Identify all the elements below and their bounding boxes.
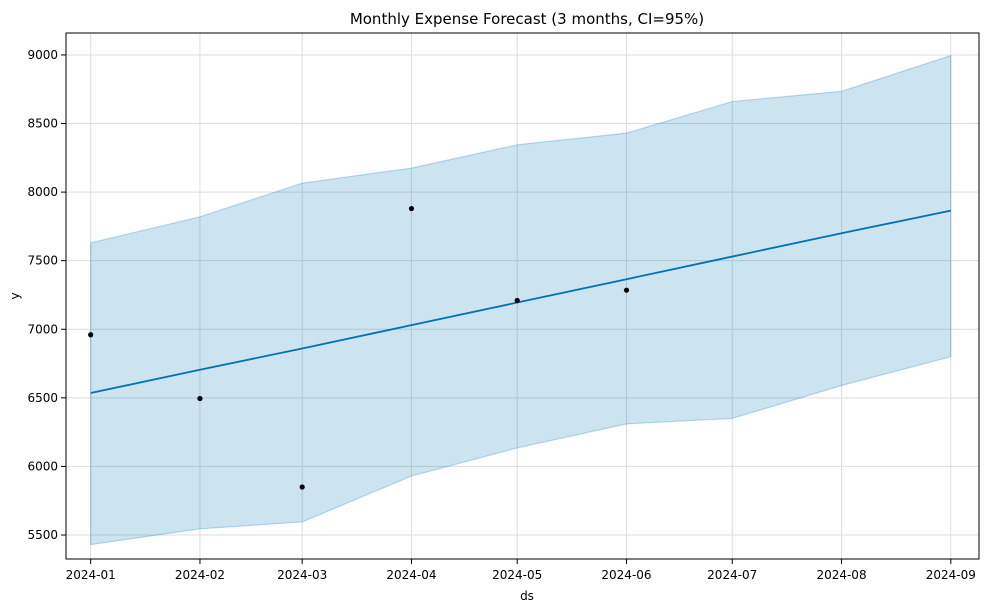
observed-point (197, 395, 203, 402)
x-tick-label: 2024-06 (601, 568, 651, 582)
y-tick-label: 6000 (27, 459, 58, 473)
x-tick-label: 2024-03 (277, 568, 327, 582)
x-axis-label: ds (520, 589, 534, 603)
x-tick-label: 2024-04 (386, 568, 436, 582)
y-tick-label: 8000 (27, 185, 58, 199)
plot-frame (65, 32, 980, 560)
observed-point (623, 287, 630, 293)
x-tick-label: 2024-02 (175, 568, 225, 582)
y-tick-label: 9000 (27, 48, 58, 62)
x-tick-label: 2024-05 (492, 568, 542, 582)
y-axis-label: y (8, 292, 22, 299)
y-tick-label: 7500 (27, 254, 58, 268)
y-tick-label: 6500 (27, 391, 58, 405)
observed-point (514, 297, 520, 304)
observed-point (408, 205, 415, 212)
y-tick-label: 8500 (27, 117, 58, 131)
grid (66, 33, 979, 559)
interval-band-area (90, 54, 952, 546)
y-tick-label: 5500 (27, 528, 58, 542)
observed-point (299, 484, 305, 490)
y-axis-ticks: 5500 6000 6500 7000 7500 8000 8500 9000 (27, 48, 66, 542)
observed-points (88, 205, 630, 490)
x-tick-label: 2024-07 (707, 568, 757, 582)
chart-title: Monthly Expense Forecast (3 months, CI=9… (350, 10, 704, 28)
y-tick-label: 7000 (27, 322, 58, 336)
x-tick-label: 2024-08 (816, 568, 866, 582)
observed-point (88, 332, 94, 338)
confidence-interval-band (90, 54, 952, 546)
x-tick-label: 2024-01 (66, 568, 116, 582)
x-tick-label: 2024-09 (926, 568, 976, 582)
x-axis-ticks: 2024-01 2024-02 2024-03 2024-04 2024-05 2024-… (66, 559, 976, 582)
